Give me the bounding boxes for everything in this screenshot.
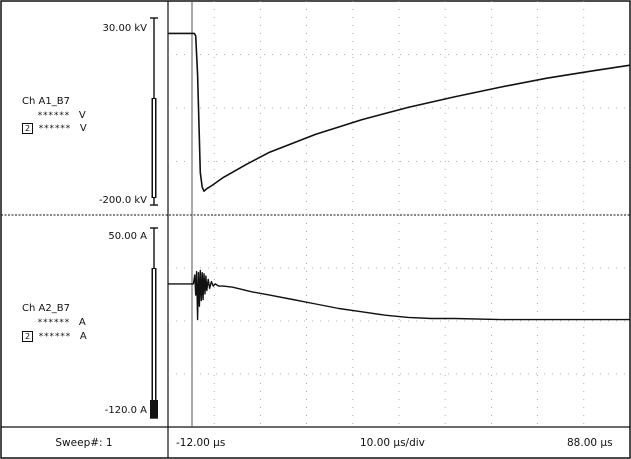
channel-2-readout-1: ****** A: [22, 317, 86, 328]
readout-unit: A: [79, 331, 87, 342]
channel-1-ymax-label: 30.00 kV: [102, 23, 147, 34]
channel-1-name: Ch A1_B7: [22, 96, 70, 107]
readout-value: ******: [38, 124, 71, 134]
channel-2-name: Ch A2_B7: [22, 303, 70, 314]
channel-2-ymax-label: 50.00 A: [108, 231, 147, 242]
channel-2-readout-2: 2 ****** A: [22, 331, 87, 342]
channel-1-readout-2: 2 ****** V: [22, 123, 87, 134]
channel-1-trace: [168, 32, 631, 192]
readout-unit: V: [78, 110, 86, 121]
channel-1-readout-1: ****** V: [22, 110, 86, 121]
readout-value: ******: [37, 111, 70, 121]
readout-value: ******: [37, 318, 70, 328]
readout-marker: 2: [22, 331, 33, 342]
readout-unit: V: [79, 123, 87, 134]
readout-value: ******: [38, 332, 71, 342]
x-end-label: 88.00 µs: [567, 437, 613, 449]
channel-1-scale-bar[interactable]: [150, 17, 158, 206]
channel-2-trace: [168, 269, 630, 321]
channel-1-ymin-label: -200.0 kV: [98, 195, 147, 206]
x-start-label: -12.00 µs: [176, 437, 226, 449]
channel-2-scale-bar[interactable]: [150, 227, 158, 419]
sweep-counter: Sweep#: 1: [55, 437, 113, 449]
channel-1-grid: [168, 1, 630, 215]
channel-2-ymin-label: -120.0 A: [104, 405, 147, 416]
x-div-label: 10.00 µs/div: [360, 437, 425, 449]
readout-unit: A: [78, 317, 86, 328]
channel-2-grid: [168, 215, 630, 427]
readout-marker: 2: [22, 123, 33, 134]
